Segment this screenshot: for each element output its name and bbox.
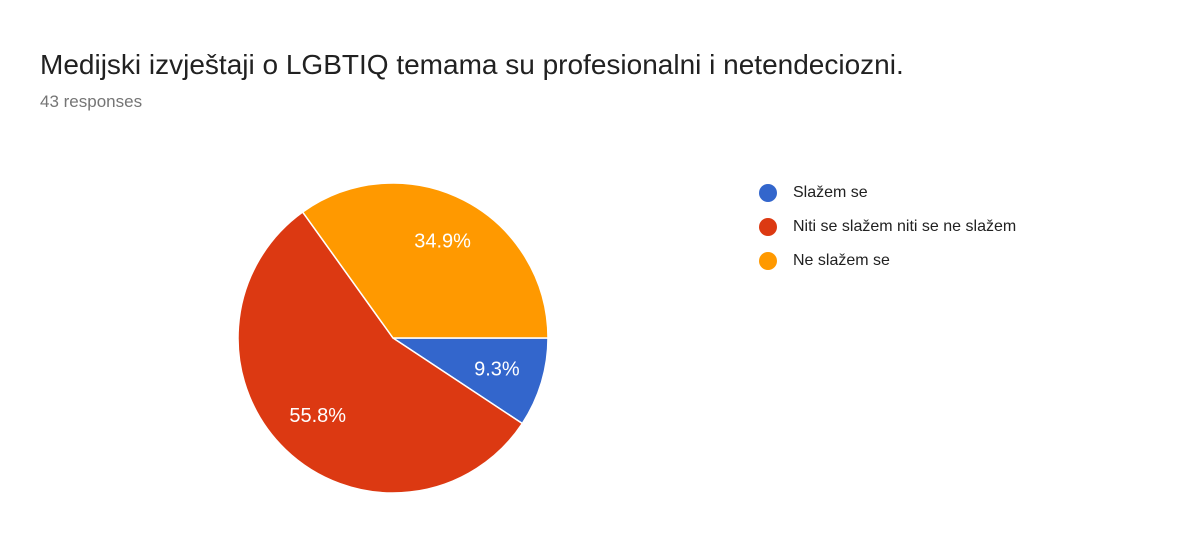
pie-slice-label-1: 55.8% xyxy=(289,405,346,427)
pie-slice-2 xyxy=(301,182,549,339)
chart-title: Medijski izvještaji o LGBTIQ temama su p… xyxy=(40,49,904,80)
legend-label: Slažem se xyxy=(793,184,868,201)
response-count: 43 responses xyxy=(40,92,143,111)
pie-chart: 9.3% 55.8% 34.9% xyxy=(237,182,549,494)
legend-item-2: Ne slažem se xyxy=(759,249,1016,273)
pie-slice-1 xyxy=(237,211,524,494)
legend-item-0: Slažem se xyxy=(759,181,1016,205)
pie-slice-label-0: 9.3% xyxy=(474,358,520,380)
legend-label: Niti se slažem niti se ne slažem xyxy=(793,218,1017,235)
legend-color-dot-icon xyxy=(759,218,777,236)
legend-color-dot-icon xyxy=(759,184,777,202)
legend-color-dot-icon xyxy=(759,252,777,270)
legend-label: Ne slažem se xyxy=(793,252,890,269)
pie-slice-0 xyxy=(392,337,549,425)
legend-item-1: Niti se slažem niti se ne slažem xyxy=(759,215,1016,239)
pie-slice-label-2: 34.9% xyxy=(414,231,471,253)
chart-legend: Slažem se Niti se slažem niti se ne slaže… xyxy=(759,181,1016,273)
